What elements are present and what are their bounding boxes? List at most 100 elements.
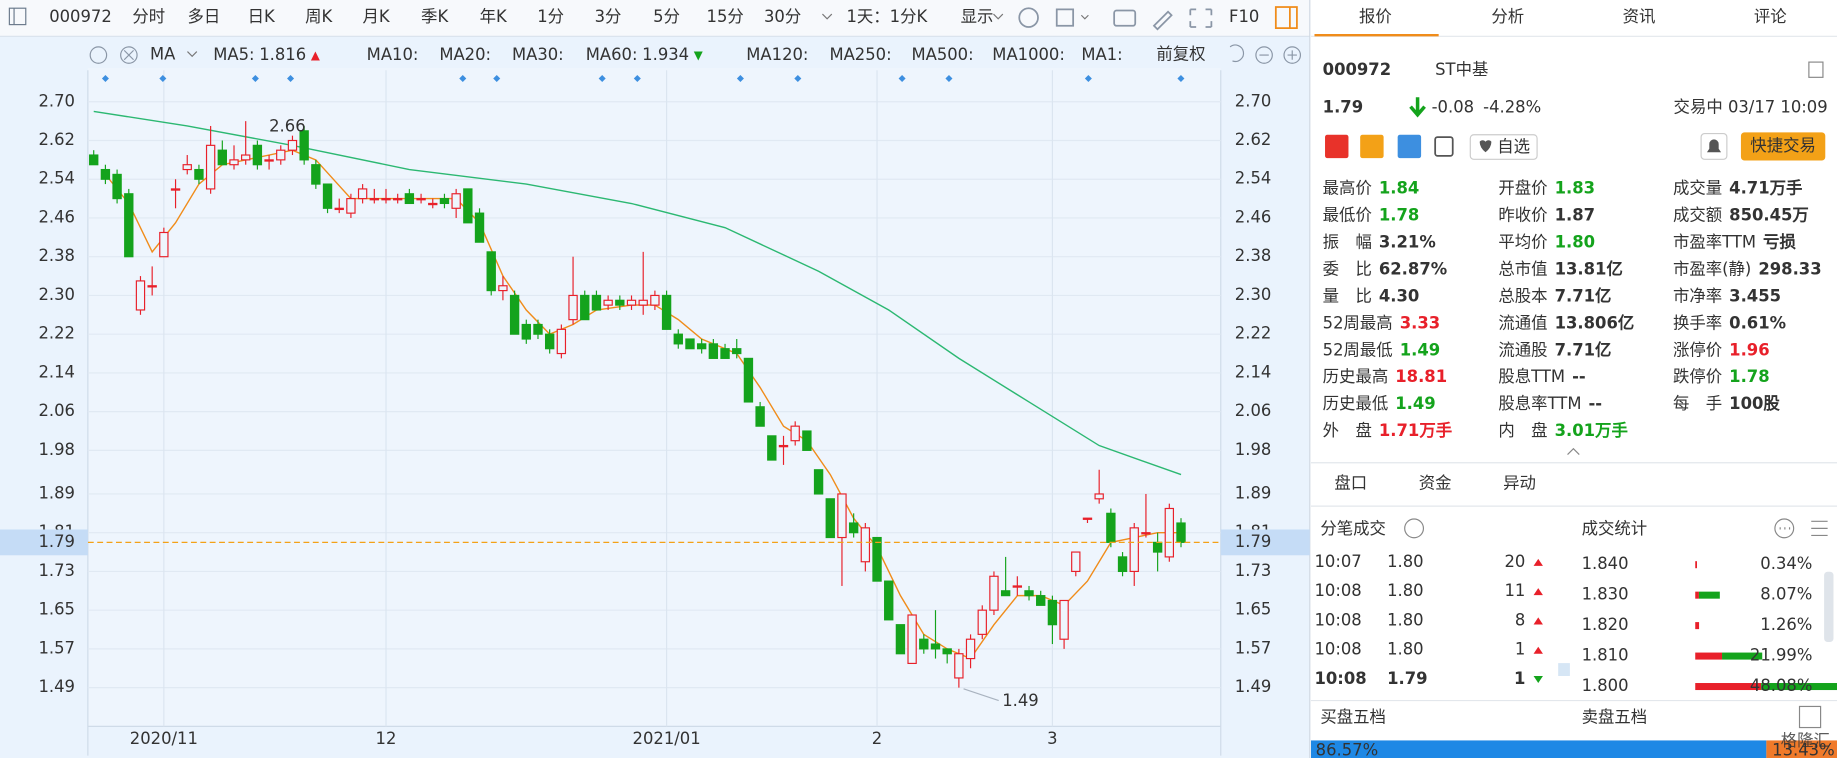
y-tick-label-right: 1.65: [1235, 600, 1272, 619]
event-marker[interactable]: [945, 74, 953, 83]
camera-icon[interactable]: [1113, 9, 1137, 27]
event-marker[interactable]: [1084, 74, 1092, 83]
sub-tab[interactable]: 盘口: [1334, 473, 1367, 492]
candle-body: [416, 198, 426, 201]
event-marker[interactable]: [898, 74, 906, 83]
dist-price: 1.820: [1582, 615, 1629, 634]
stock-code[interactable]: 000972: [49, 7, 112, 26]
dist-pct: 21.99%: [1750, 646, 1813, 665]
zoom-in-icon[interactable]: [1283, 46, 1302, 64]
trade-button[interactable]: [1740, 132, 1826, 161]
candle-body: [287, 139, 298, 151]
scroll-marker: [1558, 663, 1570, 676]
f10-button[interactable]: F10: [1229, 7, 1259, 26]
event-marker[interactable]: [493, 74, 501, 83]
ma-label: MA5:: [213, 45, 254, 64]
event-marker[interactable]: [736, 74, 744, 83]
candle-body: [580, 294, 590, 321]
event-marker[interactable]: [598, 74, 606, 83]
adjust-button[interactable]: 前复权: [1156, 45, 1205, 64]
zoom-out-icon[interactable]: [1255, 46, 1273, 64]
period-tab[interactable]: 日K: [248, 7, 276, 26]
stat-value: 1.87: [1555, 205, 1595, 224]
side-tab[interactable]: 报价: [1359, 7, 1392, 26]
ma-label: MA1:: [1081, 45, 1122, 64]
candle-body: [241, 154, 251, 161]
period-tab[interactable]: 30分: [764, 7, 801, 26]
period-tab[interactable]: 1分: [537, 7, 564, 26]
stat: 每 手 100股: [1673, 394, 1780, 413]
event-marker[interactable]: [1177, 74, 1185, 83]
scrollbar[interactable]: [1824, 571, 1834, 643]
event-marker[interactable]: [794, 74, 802, 83]
ma-caret[interactable]: [187, 51, 198, 58]
stat-value: 1.96: [1729, 340, 1769, 359]
dist-pct: 48.08%: [1750, 676, 1813, 695]
event-marker[interactable]: [633, 74, 641, 83]
help-icon[interactable]: [1404, 518, 1425, 539]
section-title: 买盘五档: [1320, 708, 1386, 727]
flag-icon[interactable]: [1325, 134, 1349, 159]
layout-icon[interactable]: [1274, 6, 1298, 29]
stat: 流通值 13.806亿: [1498, 313, 1634, 332]
more-icon[interactable]: [1774, 518, 1795, 539]
tag-icon[interactable]: [1397, 134, 1422, 159]
period-tab[interactable]: 季K: [421, 7, 449, 26]
stat: 跌停价 1.78: [1673, 367, 1770, 386]
ma-legend: MA30:: [512, 45, 564, 64]
period-tab[interactable]: 分时: [132, 7, 165, 26]
stat-value: 1.78: [1729, 367, 1769, 386]
ma-settings-icon[interactable]: [89, 46, 108, 64]
dist-pct: 8.07%: [1760, 585, 1812, 604]
note-icon[interactable]: [1434, 136, 1454, 157]
side-tab[interactable]: 资讯: [1623, 7, 1656, 26]
candle-body: [404, 193, 415, 205]
dropdown-caret[interactable]: [993, 13, 1004, 20]
watermark: 格隆汇: [1781, 731, 1830, 750]
section-title: 分笔成交: [1320, 519, 1386, 538]
event-marker[interactable]: [459, 74, 467, 83]
period-tab[interactable]: 多日: [187, 7, 220, 26]
ma-close-icon[interactable]: [120, 46, 138, 64]
candle-body: [603, 299, 613, 306]
panel-icon[interactable]: [8, 7, 27, 26]
dropdown-caret[interactable]: [822, 13, 833, 20]
dist-price: 1.830: [1582, 585, 1629, 604]
fullscreen-icon[interactable]: [1189, 8, 1213, 28]
expand-icon[interactable]: [1798, 705, 1822, 729]
candle-body: [100, 168, 111, 180]
event-marker[interactable]: [101, 74, 109, 83]
period-tab[interactable]: 月K: [362, 7, 390, 26]
period-tab[interactable]: 显示: [961, 7, 994, 26]
y-tick-label: 1.73: [38, 561, 75, 580]
candle-body: [1176, 522, 1186, 543]
candle-body: [743, 357, 754, 403]
period-tab[interactable]: 3分: [595, 7, 622, 26]
candle-body: [112, 173, 122, 200]
watch-label[interactable]: 自选: [1497, 137, 1530, 156]
side-tab[interactable]: 分析: [1491, 7, 1524, 26]
period-tab[interactable]: 周K: [305, 7, 333, 26]
collapse-icon[interactable]: [1808, 61, 1824, 78]
list-icon[interactable]: [1811, 520, 1828, 536]
side-tab[interactable]: 评论: [1754, 7, 1787, 26]
y-tick-label: 2.06: [38, 401, 75, 420]
draw-box-icon[interactable]: [1055, 8, 1075, 27]
period-tab[interactable]: 年K: [480, 7, 508, 26]
sub-tab[interactable]: 异动: [1503, 473, 1536, 492]
ma-legend: MA1:: [1081, 45, 1122, 64]
expand-caret[interactable]: [1567, 447, 1580, 455]
ma-type[interactable]: MA: [150, 45, 176, 64]
period-tab[interactable]: 1天：1分K: [846, 7, 928, 26]
x-tick-label: 2021/01: [633, 729, 701, 748]
settings-icon[interactable]: [1018, 7, 1039, 28]
flash-icon[interactable]: [1360, 134, 1384, 159]
pen-icon[interactable]: [1152, 10, 1173, 31]
period-tab[interactable]: 15分: [707, 7, 744, 26]
event-marker[interactable]: [159, 74, 167, 83]
sub-tab[interactable]: 资金: [1419, 473, 1452, 492]
undo-icon[interactable]: [1229, 44, 1245, 62]
trade-label[interactable]: 快捷交易: [1750, 136, 1816, 155]
y-tick-label-right: 2.70: [1235, 91, 1272, 110]
period-tab[interactable]: 5分: [653, 7, 680, 26]
